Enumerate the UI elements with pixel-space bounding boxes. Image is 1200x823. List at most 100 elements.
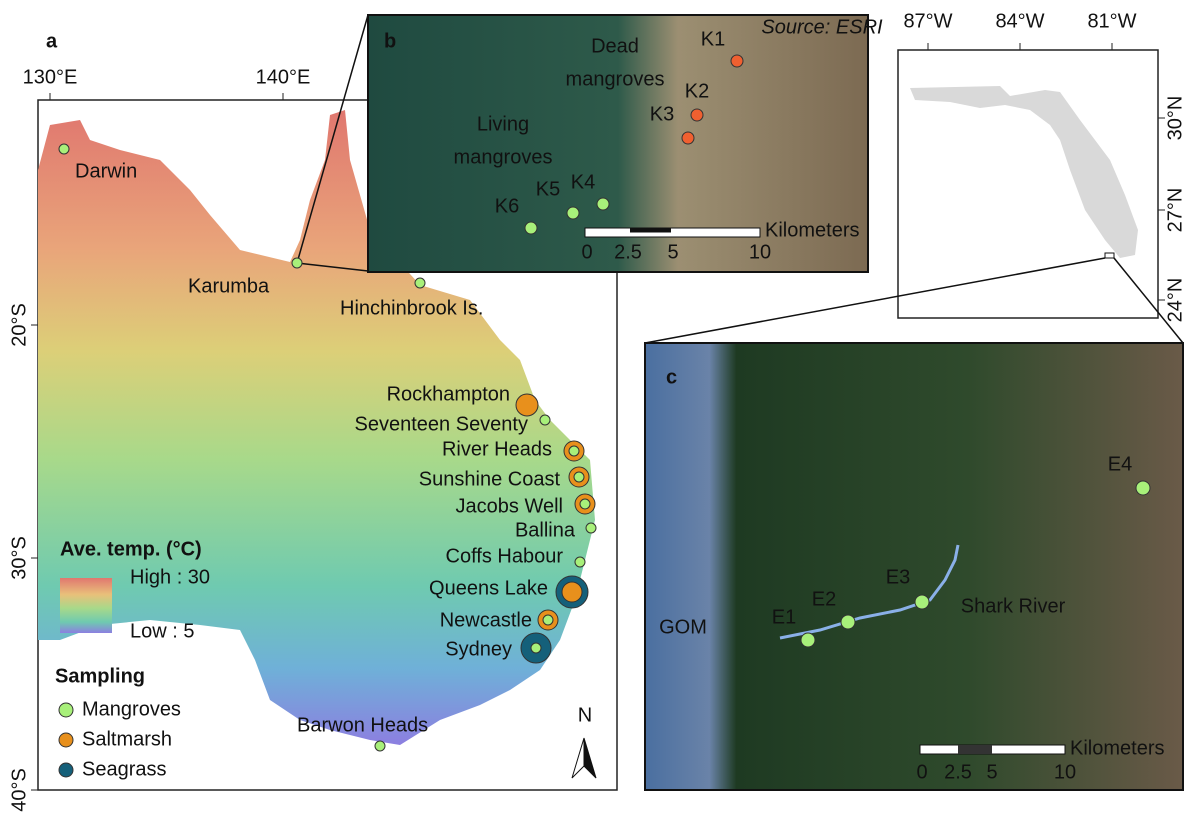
panel-label: b [384,30,396,52]
site-label: Hinchinbrook Is. [340,297,483,319]
lon-tick-label: 140°E [256,66,311,88]
scale-bar [958,745,992,754]
sea-label: GOM [659,616,707,638]
annotation: Living [477,113,529,135]
scale-bar [584,227,761,238]
panel-c-image [644,342,1184,791]
site-label: Sydney [445,638,512,660]
river-label: Shark River [961,595,1066,617]
site-marker [585,522,597,534]
scale-unit: Kilometers [1070,737,1164,759]
shark-river [779,544,960,640]
scale-label: 10 [1054,761,1076,783]
site-marker [596,197,610,211]
lat-tick-label: 20°S [8,303,30,347]
site-label: E3 [886,566,910,588]
north-label: N [578,704,592,726]
zoom-line [1113,257,1184,344]
site-marker [291,257,303,269]
site-label: River Heads [442,438,552,460]
annotation: Dead [591,35,639,57]
lat-tick-label: 30°N [1164,96,1186,141]
legend-label: High : 30 [130,566,210,588]
site-label: Jacobs Well [456,495,563,517]
site-marker [1135,480,1151,496]
lat-tick-label: 24°N [1164,278,1186,323]
source: Source: ESRI [761,16,883,38]
scale-label: 5 [667,241,678,263]
legend-title: Ave. temp. (°C) [60,538,202,560]
site-marker [58,143,70,155]
zoom-line [296,262,369,272]
florida [910,86,1138,258]
site-marker [579,498,591,510]
site-marker [574,556,586,568]
site-label: Newcastle [440,609,532,631]
site-label: E4 [1108,453,1132,475]
site-label: Ballina [515,519,576,541]
site-marker [568,445,580,457]
site-marker [681,131,695,145]
panel-label: a [46,30,58,52]
site-marker [58,732,74,748]
site-label: K4 [571,171,595,193]
site-marker [840,614,856,630]
site-marker [524,221,538,235]
lon-tick-label: 130°E [23,66,78,88]
lat-tick-label: 40°S [8,768,30,812]
site-marker [914,594,930,610]
site-marker [414,277,426,289]
site-label: Sunshine Coast [419,468,561,490]
scale-label: 2.5 [614,241,642,263]
lon-tick-label: 84°W [995,10,1044,32]
site-label: K2 [685,80,709,102]
site-label: K6 [495,195,519,217]
legend-label: Mangroves [82,698,181,720]
temp-legend-ramp [60,578,112,633]
site-marker [730,54,744,68]
annotation: mangroves [566,68,665,90]
lat-tick-label: 30°S [8,536,30,580]
scale-label: 0 [916,761,927,783]
site-label: Queens Lake [429,577,548,599]
lat-tick-label: 27°N [1164,188,1186,233]
site-marker [542,614,554,626]
legend-label: Saltmarsh [82,728,172,750]
site-marker [530,642,542,654]
annotation: mangroves [454,146,553,168]
legend-label: Seagrass [82,758,167,780]
site-label: K3 [650,103,674,125]
north-arrow [583,737,597,779]
site-label: K1 [701,28,725,50]
site-label: Coffs Habour [446,545,564,567]
site-marker [374,740,386,752]
site-marker [515,393,539,417]
site-marker [58,702,74,718]
legend-title: Sampling [55,665,145,687]
legend-label: Low : 5 [130,620,194,642]
scale-label: 10 [749,241,771,263]
site-label: Barwon Heads [297,714,428,736]
site-label: Seventeen Seventy [355,413,528,435]
site-label: K5 [536,178,560,200]
site-marker [58,762,74,778]
site-label: E2 [812,588,836,610]
site-marker [573,471,585,483]
scale-unit: Kilometers [765,219,859,241]
site-label: E1 [772,606,796,628]
lon-tick-label: 87°W [903,10,952,32]
lon-tick-label: 81°W [1087,10,1136,32]
scale-label: 2.5 [944,761,972,783]
scale-bar [630,228,671,233]
scale-label: 0 [581,241,592,263]
site-marker [690,108,704,122]
inset-box [1104,252,1115,259]
site-label: Darwin [75,160,137,182]
site-marker [566,206,580,220]
zoom-line [644,257,1106,344]
site-label: Rockhampton [387,383,510,405]
australia-temperature [38,110,595,745]
site-label: Karumba [188,275,270,297]
panel-label: c [666,366,677,388]
